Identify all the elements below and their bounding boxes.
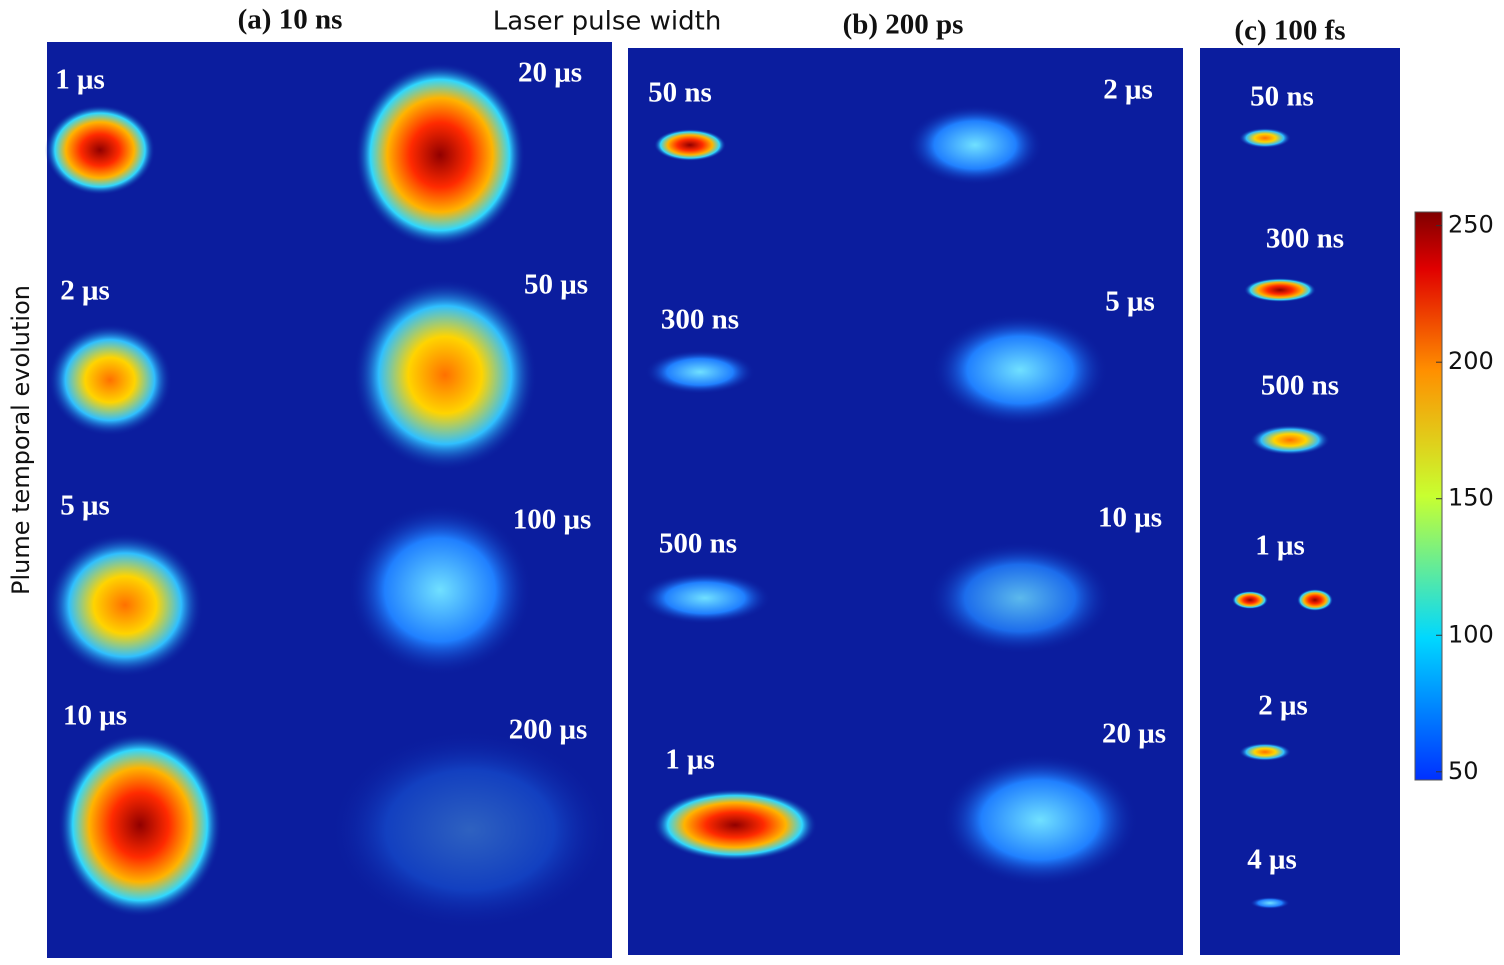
time-label: 2 μs [1103,74,1152,106]
time-label: 10 μs [63,700,127,732]
axis-top-label: Laser pulse width [493,7,722,37]
plume [47,533,203,677]
panel-c [1200,48,1400,955]
plume [45,105,155,195]
time-label: 4 μs [1247,844,1296,876]
plume [928,542,1112,654]
colorbar-tick-label: 100 [1448,620,1494,648]
colorbar-tick-label: 200 [1448,347,1494,375]
plumes [45,63,1333,930]
plume [48,324,172,436]
panel-title: (a) 10 ns [238,4,343,36]
plume [942,754,1138,886]
plume [1232,591,1268,609]
plume [1244,278,1316,302]
plume [907,105,1043,185]
time-label: 5 μs [1105,286,1154,318]
plume [932,314,1108,426]
panel-title: (c) 100 fs [1234,15,1345,47]
time-label: 5 μs [60,490,109,522]
time-label: 1 μs [55,64,104,96]
plume [645,350,755,394]
time-label: 500 ns [1261,370,1339,402]
time-label: 100 μs [513,504,591,536]
panel-images [45,42,1443,958]
time-label: 2 μs [60,275,109,307]
colorbar [1414,211,1443,781]
plume [353,279,537,471]
time-label: 10 μs [1098,502,1162,534]
time-label: 2 μs [1258,690,1307,722]
time-label: 200 μs [509,714,587,746]
plume [1239,743,1291,761]
plume [1239,128,1291,148]
colorbar-tick-label: 250 [1448,211,1494,239]
plume [58,733,222,917]
time-label: 500 ns [659,528,737,560]
time-label: 1 μs [1255,530,1304,562]
plume [355,63,525,247]
plume [639,572,771,624]
colorbar-tick-label: 150 [1448,484,1494,512]
plume [330,730,610,930]
panel-title: (b) 200 ps [843,9,964,41]
axis-left-label: Plume temporal evolution [7,285,35,595]
colorbar-tick-label: 50 [1448,757,1479,785]
time-label: 1 μs [665,744,714,776]
time-label: 300 ns [661,304,739,336]
plume [1250,897,1290,909]
time-label: 50 ns [1250,81,1314,113]
time-label: 50 ns [648,77,712,109]
time-label: 20 μs [518,57,582,89]
plume [1297,589,1333,611]
plume [653,789,817,861]
time-label: 300 ns [1266,223,1344,255]
plume [654,129,726,161]
plume [1250,425,1330,455]
time-label: 20 μs [1102,718,1166,750]
plume [348,504,532,676]
time-label: 50 μs [524,269,588,301]
